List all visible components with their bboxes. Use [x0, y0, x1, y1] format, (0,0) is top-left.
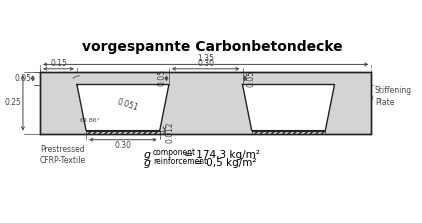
Text: 0.30: 0.30 [197, 59, 214, 68]
Text: = 0,5 kg/m²: = 0,5 kg/m² [191, 158, 257, 168]
Text: 0.05: 0.05 [157, 69, 166, 86]
Text: component: component [153, 148, 196, 157]
Text: 69.86°: 69.86° [79, 118, 100, 123]
Text: 1.35: 1.35 [197, 54, 214, 63]
Text: = 174,3 kg/m²: = 174,3 kg/m² [181, 150, 260, 159]
Text: Stiffening
Plate: Stiffening Plate [375, 86, 412, 107]
Text: reinforcement: reinforcement [153, 157, 207, 166]
Polygon shape [77, 85, 169, 131]
Text: 0.05: 0.05 [246, 70, 255, 87]
Text: $g$: $g$ [143, 150, 152, 161]
Bar [86, 131, 160, 134]
Text: 0.30: 0.30 [114, 141, 131, 150]
Text: 0.05: 0.05 [14, 74, 32, 83]
Text: $g$: $g$ [143, 158, 152, 170]
Title: vorgespannte Carbonbetondecke: vorgespannte Carbonbetondecke [81, 40, 342, 54]
Text: 0.051: 0.051 [116, 97, 140, 113]
Text: Prestressed
CFRP-Textile: Prestressed CFRP-Textile [40, 145, 86, 165]
Text: 0.25: 0.25 [5, 98, 22, 107]
Polygon shape [40, 72, 371, 134]
Polygon shape [243, 85, 335, 131]
Bar [252, 131, 325, 134]
Text: 0.15: 0.15 [50, 59, 67, 68]
Text: 0.012: 0.012 [165, 121, 174, 143]
